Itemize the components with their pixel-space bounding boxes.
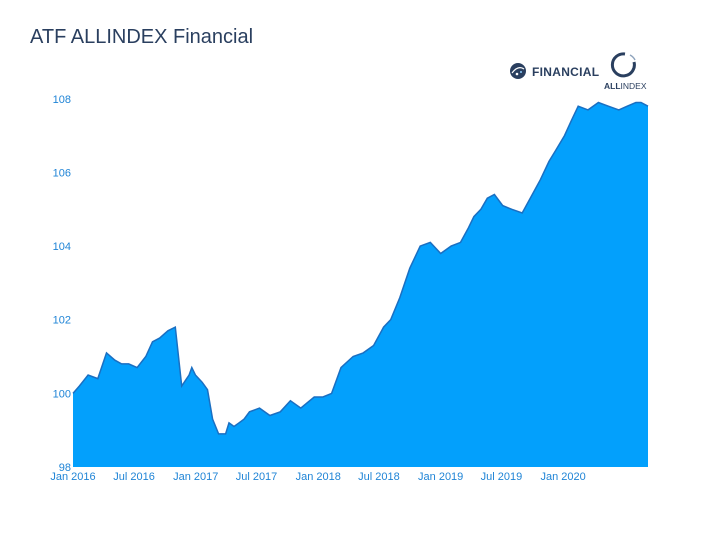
y-tick-label: 104 (53, 241, 71, 253)
y-tick-label: 98 (59, 462, 71, 474)
y-tick-label: 100 (53, 388, 71, 400)
x-tick-label: Jan 2020 (540, 471, 585, 483)
x-tick-label: Jan 2016 (50, 471, 95, 483)
allindex-logo-text: ALLINDEX (604, 81, 647, 91)
financial-globe-icon (510, 63, 526, 79)
x-tick-label: Jul 2019 (481, 471, 523, 483)
financial-logo-text: FINANCIAL (532, 65, 599, 79)
allindex-logo-index: INDEX (621, 81, 647, 91)
allindex-logo-all: ALL (604, 81, 621, 91)
x-tick-label: Jan 2017 (173, 471, 218, 483)
series-line (72, 101, 649, 435)
x-tick-label: Jan 2019 (418, 471, 463, 483)
allindex-logo: ALLINDEX (604, 52, 647, 91)
y-tick-label: 108 (53, 94, 71, 106)
financial-logo: FINANCIAL (510, 63, 599, 79)
x-axis: Jan 2016 Jul 2016 Jan 2017 Jul 2017 Jan 2018… (50, 471, 585, 483)
y-tick-label: 102 (53, 315, 71, 327)
x-tick-label: Jul 2016 (113, 471, 155, 483)
plot-area (72, 101, 649, 467)
y-tick-label: 106 (53, 167, 71, 179)
y-axis: 98 100 102 104 106 108 (53, 94, 71, 474)
x-tick-label: Jan 2018 (296, 471, 341, 483)
x-tick-label: Jul 2018 (358, 471, 400, 483)
chart-title: ATF ALLINDEX Financial (30, 26, 254, 48)
allindex-ring-icon (610, 52, 636, 78)
x-tick-label: Jul 2017 (236, 471, 278, 483)
series-area-fill (73, 102, 648, 467)
